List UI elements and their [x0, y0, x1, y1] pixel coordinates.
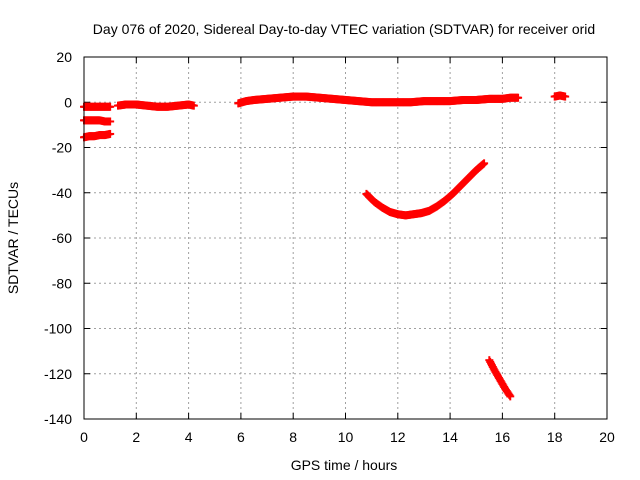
x-tick-label: 8 [289, 429, 297, 445]
data-point [106, 117, 115, 126]
x-tick-label: 2 [132, 429, 140, 445]
data-point [480, 159, 489, 168]
data-point [514, 93, 523, 102]
x-tick-label: 6 [237, 429, 245, 445]
x-tick-label: 4 [185, 429, 193, 445]
data-point [106, 129, 115, 138]
x-tick-label: 14 [442, 429, 458, 445]
x-axis-label: GPS time / hours [291, 457, 398, 473]
y-tick-label: 20 [56, 49, 72, 65]
data-point [106, 102, 115, 111]
x-tick-label: 16 [495, 429, 511, 445]
data-points [80, 91, 570, 401]
chart-title: Day 076 of 2020, Sidereal Day-to-day VTE… [93, 21, 595, 37]
y-tick-label: -80 [52, 275, 72, 291]
y-tick-label: -140 [44, 411, 72, 427]
data-point [189, 101, 198, 110]
data-point [561, 92, 570, 101]
y-tick-label: -60 [52, 230, 72, 246]
y-tick-label: -120 [44, 366, 72, 382]
x-tick-label: 18 [547, 429, 563, 445]
y-tick-label: -40 [52, 185, 72, 201]
grid [84, 57, 607, 419]
ticks: 0 2 4 6 8 10 12 14 16 18 20 -140 -120 -100 -80 -60 -40 -2… [44, 49, 615, 445]
y-tick-label: -100 [44, 321, 72, 337]
y-axis-label: SDTVAR / TECUs [5, 182, 21, 294]
plot-frame [83, 56, 608, 420]
x-tick-label: 12 [390, 429, 406, 445]
data-point [506, 392, 515, 401]
x-tick-label: 0 [80, 429, 88, 445]
x-tick-label: 20 [599, 429, 615, 445]
y-tick-label: -20 [52, 140, 72, 156]
y-tick-label: 0 [64, 94, 72, 110]
x-tick-label: 10 [338, 429, 354, 445]
